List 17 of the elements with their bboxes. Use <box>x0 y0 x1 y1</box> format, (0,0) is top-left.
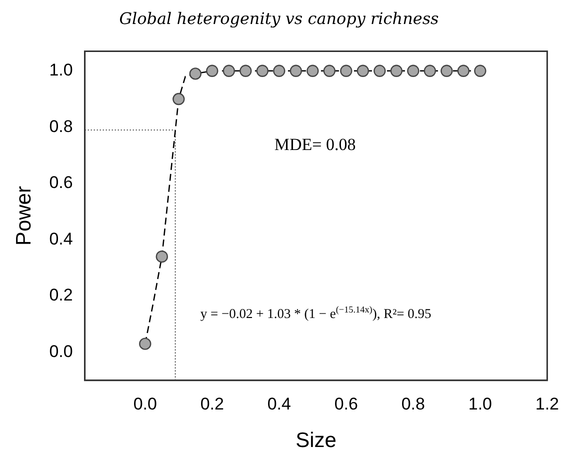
chart-title: Global heterogenity vs canopy richness <box>119 8 439 28</box>
y-tick-label: 0.2 <box>49 286 73 305</box>
x-tick-label: 1.2 <box>535 394 560 414</box>
y-axis-title: Power <box>12 186 36 246</box>
y-tick-label: 1.0 <box>49 60 73 80</box>
x-tick-label: 0.0 <box>133 394 157 414</box>
x-tick-label: 0.4 <box>267 394 291 414</box>
y-tick-label: 0.6 <box>49 173 73 192</box>
x-axis-title: Size <box>296 429 336 452</box>
y-tick-label: 0.8 <box>49 116 73 136</box>
x-tick-label: 0.6 <box>334 394 358 414</box>
y-tick-label: 0.4 <box>49 229 73 248</box>
annotation: MDE= 0.08 <box>274 134 356 154</box>
x-tick-label: 0.2 <box>200 394 224 414</box>
x-tick-label: 1.0 <box>468 394 492 414</box>
y-tick-label: 0.0 <box>49 342 73 361</box>
x-tick-label: 0.8 <box>401 394 425 414</box>
